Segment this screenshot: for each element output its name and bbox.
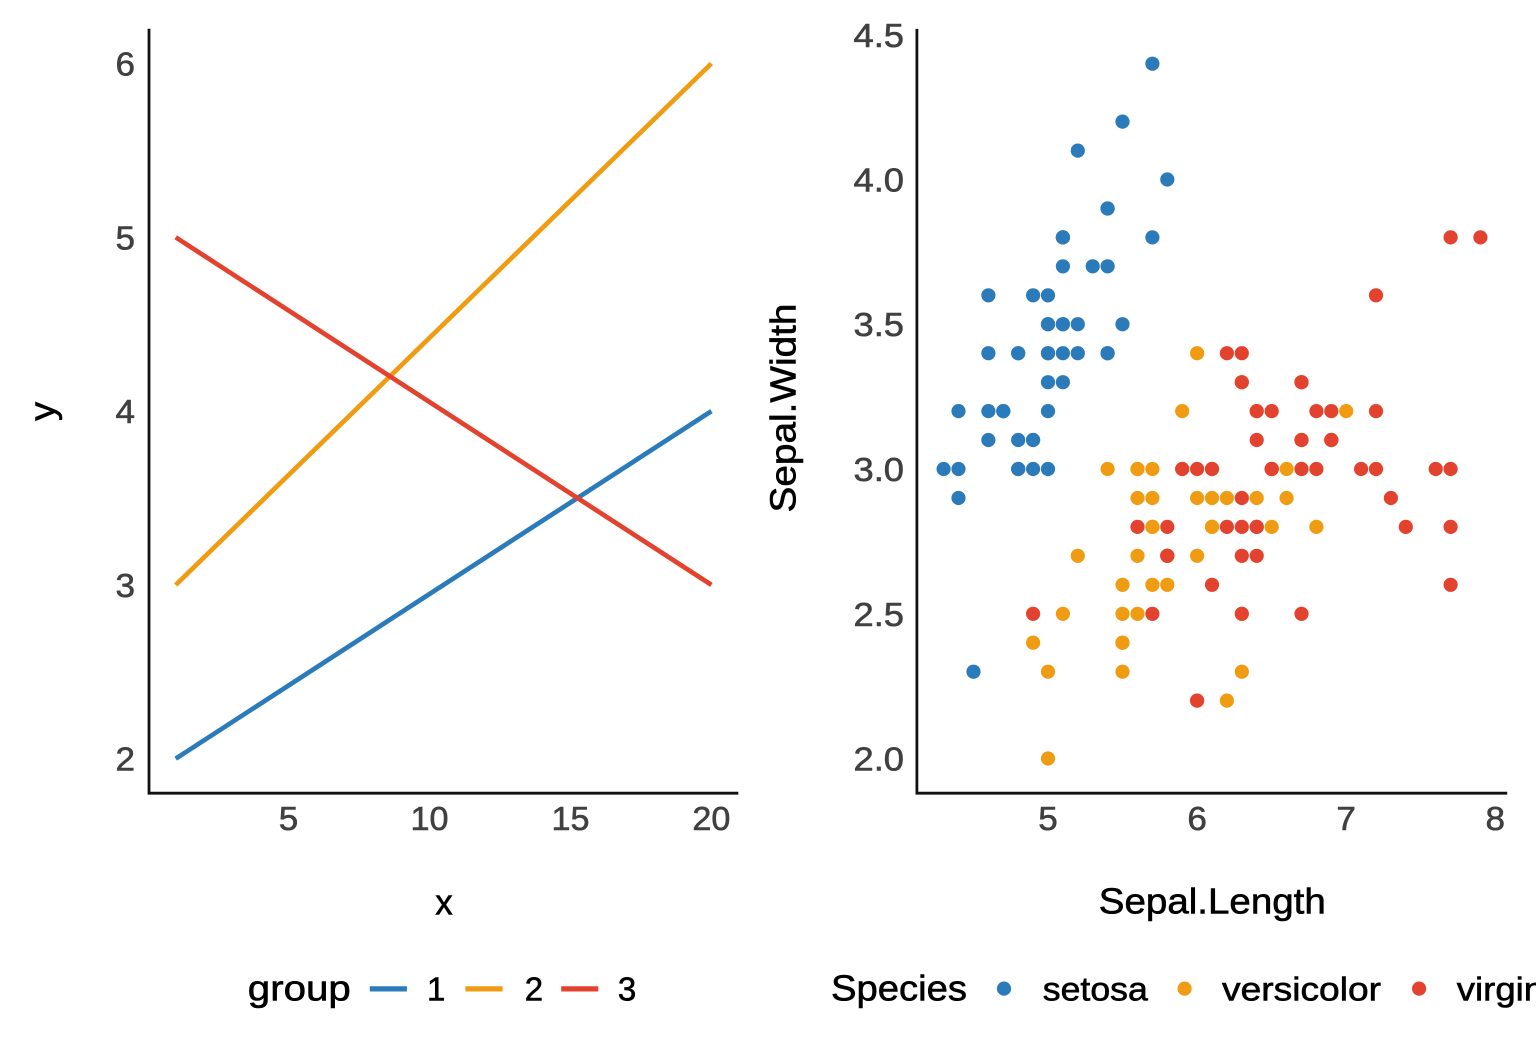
- svg-text:3.0: 3.0: [854, 451, 905, 488]
- svg-text:5: 5: [116, 219, 136, 256]
- svg-text:3: 3: [618, 970, 636, 1007]
- svg-text:Sepal.Width: Sepal.Width: [764, 304, 804, 513]
- svg-text:Species: Species: [831, 968, 967, 1008]
- svg-text:20: 20: [692, 800, 730, 837]
- svg-text:6: 6: [1187, 800, 1207, 837]
- svg-text:3.5: 3.5: [854, 306, 905, 343]
- svg-text:8: 8: [1486, 800, 1506, 837]
- svg-text:Sepal.Length: Sepal.Length: [1099, 881, 1326, 921]
- svg-text:4.0: 4.0: [854, 162, 905, 199]
- svg-text:setosa: setosa: [1043, 970, 1149, 1007]
- svg-text:7: 7: [1336, 800, 1356, 837]
- svg-text:4: 4: [116, 393, 136, 430]
- svg-text:versicolor: versicolor: [1222, 970, 1381, 1007]
- svg-text:x: x: [435, 883, 453, 923]
- svg-text:4.5: 4.5: [854, 17, 905, 54]
- svg-text:3: 3: [116, 567, 136, 604]
- svg-text:group: group: [248, 968, 351, 1008]
- svg-text:6: 6: [116, 46, 136, 83]
- svg-text:2: 2: [116, 741, 136, 778]
- svg-text:y: y: [22, 402, 62, 421]
- svg-text:2.5: 2.5: [854, 596, 905, 633]
- svg-text:5: 5: [1038, 800, 1058, 837]
- svg-text:1: 1: [427, 970, 445, 1007]
- svg-text:10: 10: [411, 800, 449, 837]
- svg-text:5: 5: [279, 800, 299, 837]
- svg-text:2: 2: [525, 970, 543, 1007]
- svg-text:2.0: 2.0: [854, 741, 905, 778]
- svg-text:15: 15: [552, 800, 590, 837]
- svg-text:virginica: virginica: [1457, 970, 1536, 1007]
